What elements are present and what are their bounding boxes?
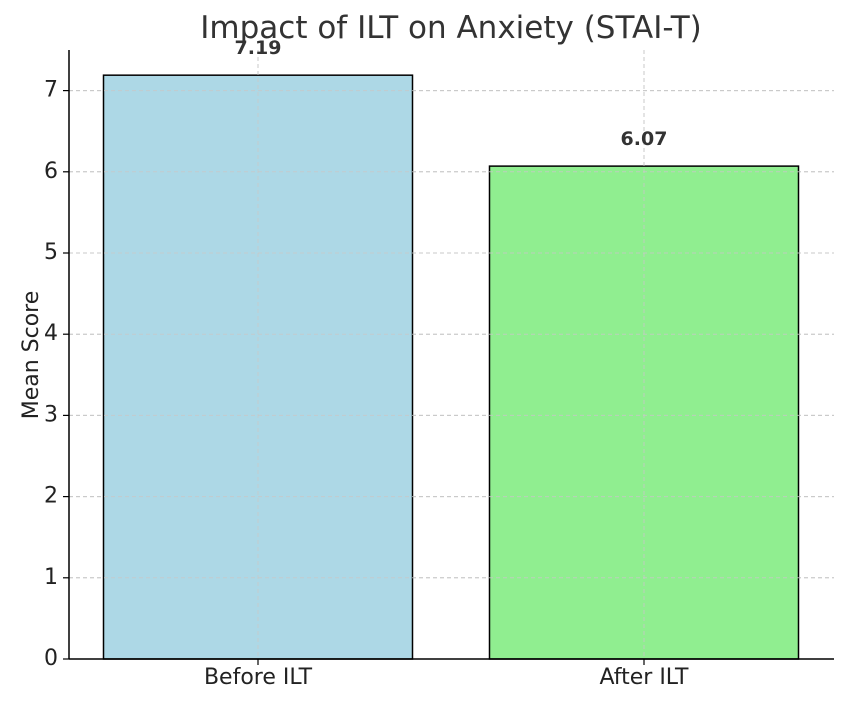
y-tick-label: 6 bbox=[44, 159, 58, 184]
x-tick-label: Before ILT bbox=[204, 665, 313, 690]
y-tick-label: 1 bbox=[44, 565, 58, 590]
y-ticks: 0 1 2 3 4 5 6 7 bbox=[44, 78, 69, 671]
chart-title: Impact of ILT on Anxiety (STAI-T) bbox=[200, 10, 701, 46]
grid-overlay bbox=[69, 50, 834, 659]
y-tick-label: 7 bbox=[44, 78, 58, 103]
y-tick-label: 4 bbox=[44, 321, 58, 346]
axes bbox=[68, 50, 834, 660]
data-label: 7.19 bbox=[235, 37, 282, 59]
data-labels: 7.19 6.07 bbox=[235, 37, 668, 150]
data-label: 6.07 bbox=[621, 128, 668, 150]
x-ticks: Before ILT After ILT bbox=[204, 659, 689, 690]
y-tick-label: 5 bbox=[44, 240, 58, 265]
y-tick-label: 2 bbox=[44, 484, 58, 509]
y-tick-label: 0 bbox=[44, 646, 58, 671]
y-tick-label: 3 bbox=[44, 402, 58, 427]
bars bbox=[69, 50, 834, 660]
x-tick-label: After ILT bbox=[600, 665, 690, 690]
y-axis-title: Mean Score bbox=[19, 291, 44, 420]
